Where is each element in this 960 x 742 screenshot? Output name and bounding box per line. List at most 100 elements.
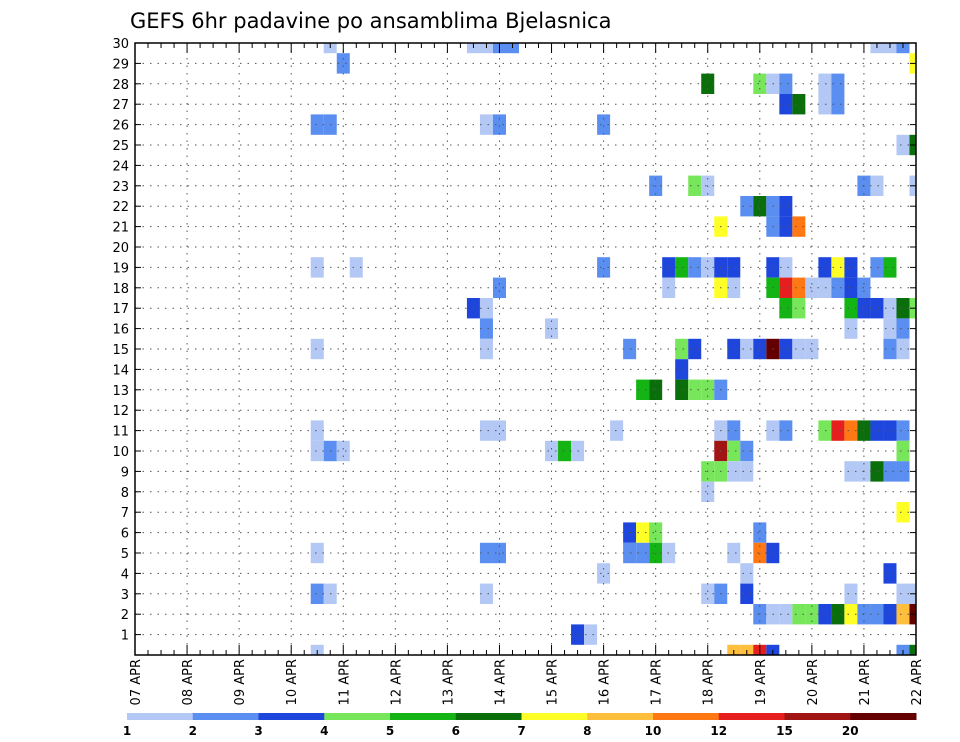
heatmap-cell — [792, 338, 806, 360]
heatmap-cell — [870, 257, 884, 278]
chart-title: GEFS 6hr padavine po ansamblima Bjelasni… — [130, 9, 611, 33]
heatmap-cell — [310, 338, 324, 360]
heatmap-cell — [779, 277, 793, 298]
heatmap-cell — [883, 338, 897, 360]
heatmap-cell — [727, 542, 741, 564]
y-tick-label: 13 — [112, 384, 129, 399]
heatmap-cell — [805, 277, 819, 298]
heatmap-cell — [701, 257, 715, 278]
legend-swatch — [258, 713, 325, 720]
legend-swatch — [784, 713, 851, 720]
heatmap-cell — [883, 604, 897, 625]
heatmap-cell — [349, 257, 363, 278]
y-tick-label: 6 — [121, 527, 129, 542]
heatmap-cell — [844, 420, 858, 441]
x-tick-label: 20 APR — [806, 659, 821, 705]
heatmap-cell — [896, 298, 910, 319]
heatmap-cell — [870, 43, 884, 54]
heatmap-cell — [896, 502, 910, 523]
heatmap-cell — [844, 583, 858, 604]
legend-label: 7 — [517, 724, 525, 738]
legend-label: 3 — [254, 724, 262, 738]
heatmap-cell — [701, 481, 715, 502]
heatmap-cell — [727, 277, 741, 298]
heatmap-cell — [492, 114, 506, 135]
heatmap-cell — [336, 53, 350, 74]
y-tick-label: 14 — [112, 363, 129, 378]
heatmap-cell — [688, 257, 702, 278]
heatmap-cell — [323, 43, 337, 54]
y-tick-label: 27 — [112, 98, 129, 113]
heatmap-cell — [675, 257, 689, 278]
heatmap-cell — [740, 338, 754, 360]
y-tick-label: 25 — [112, 139, 129, 154]
heatmap-cell — [831, 277, 845, 298]
legend-swatch — [390, 713, 457, 720]
heatmap-cell — [492, 420, 506, 441]
heatmap-cell — [896, 134, 910, 156]
heatmap-cell — [740, 196, 754, 217]
heatmap-cell — [896, 318, 910, 339]
heatmap-cell — [818, 420, 832, 441]
y-tick-label: 20 — [112, 241, 129, 256]
heatmap-cell — [688, 338, 702, 360]
heatmap-cell — [779, 420, 793, 441]
heatmap-cell — [310, 542, 324, 564]
legend-label: 15 — [776, 724, 793, 738]
heatmap-cell — [831, 604, 845, 625]
x-tick-label: 07 APR — [129, 659, 144, 705]
heatmap-cell — [870, 175, 884, 196]
heatmap-cell — [740, 461, 754, 482]
y-tick-label: 1 — [121, 629, 129, 644]
legend-swatch — [587, 713, 654, 720]
heatmap-cell — [584, 624, 598, 645]
legend-swatch — [653, 713, 720, 720]
heatmap-cell — [844, 461, 858, 482]
x-tick-label: 16 APR — [598, 659, 613, 705]
heatmap-cell — [727, 440, 741, 462]
x-tick-label: 22 APR — [910, 659, 925, 705]
heatmap-cell — [597, 563, 611, 584]
x-tick-label: 21 APR — [858, 659, 873, 705]
heatmap-cell — [870, 461, 884, 482]
heatmap-cell — [870, 604, 884, 625]
y-tick-label: 23 — [112, 180, 129, 195]
y-tick-label: 2 — [121, 608, 129, 623]
heatmap-cell — [883, 563, 897, 584]
legend-label: 12 — [710, 724, 727, 738]
y-tick-label: 11 — [112, 425, 129, 440]
heatmap-cell — [870, 298, 884, 319]
heatmap-cell — [792, 604, 806, 625]
legend-swatch — [850, 713, 917, 720]
heatmap-cell — [558, 440, 572, 462]
heatmap-cell — [844, 318, 858, 339]
heatmap-cell — [479, 338, 493, 360]
legend-label: 10 — [645, 724, 662, 738]
heatmap-cell — [818, 604, 832, 625]
heatmap-cell — [753, 196, 767, 217]
x-tick-label: 14 APR — [493, 659, 508, 705]
heatmap-cell — [779, 216, 793, 237]
heatmap-cell — [310, 440, 324, 462]
heatmap-cell — [675, 338, 689, 360]
x-tick-label: 09 APR — [233, 659, 248, 705]
legend-label: 2 — [189, 724, 197, 738]
legend-label: 1 — [123, 724, 131, 738]
legend: 1 2 3 4 5 6 7 8 10 12 15 20 — [123, 713, 917, 738]
x-tick-label: 17 APR — [650, 659, 665, 705]
heatmap-cell — [310, 420, 324, 441]
legend-label: 8 — [583, 724, 591, 738]
heatmap-cell — [818, 94, 832, 115]
heatmap-cell — [883, 257, 897, 278]
heatmap-cell — [688, 175, 702, 196]
heatmap-cell — [649, 522, 663, 543]
heatmap-cell — [896, 420, 910, 441]
heatmap-cell — [597, 257, 611, 278]
heatmap-cell — [740, 440, 754, 462]
heatmap-cell — [636, 522, 650, 543]
heatmap-cell — [896, 43, 910, 54]
heatmap-cell — [505, 43, 519, 54]
heatmap-cell — [844, 298, 858, 319]
x-tick-label: 12 APR — [389, 659, 404, 705]
